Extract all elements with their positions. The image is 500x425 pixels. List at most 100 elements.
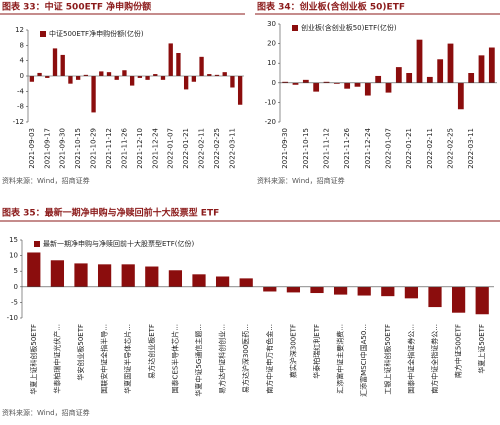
bar: [176, 53, 181, 76]
x-tick-label: 2021-09-30: [281, 128, 289, 169]
bar: [404, 286, 419, 299]
bar: [83, 74, 89, 76]
bar: [375, 75, 382, 83]
source: 资料来源：Wind，招商证券: [257, 176, 345, 185]
x-tick-label: 2022-02-11: [198, 128, 206, 169]
bar: [106, 72, 112, 76]
bar: [29, 76, 35, 82]
bar: [406, 73, 413, 83]
x-tick-label: 华泰柏瑞中证光伏产...: [52, 324, 61, 394]
source: 资料来源：Wind，招商证券: [2, 408, 90, 417]
y-tick-label: 0: [14, 283, 18, 291]
source: 资料来源：Wind，招商证券: [2, 176, 90, 185]
bar: [313, 82, 320, 92]
legend-swatch: [34, 241, 40, 247]
figure-title: 图表 33：中证 500ETF 净申购份额: [2, 1, 151, 13]
bar: [45, 76, 50, 78]
x-tick-label: 2021-10-29: [90, 128, 98, 169]
x-tick-label: 2021-09-03: [28, 128, 36, 169]
legend-label: 创业板(含创业板50)ETF(亿份): [301, 23, 397, 32]
bar: [50, 260, 65, 287]
bar: [145, 266, 159, 287]
y-tick-label: 4: [20, 57, 25, 65]
bar: [27, 252, 41, 287]
bar: [323, 81, 330, 83]
y-tick-label: -8: [17, 103, 24, 111]
y-tick-label: 5: [14, 267, 18, 275]
x-tick-label: 2022-01-07: [167, 128, 175, 169]
y-tick-label: 8: [20, 41, 24, 49]
x-tick-label: 易方达中证科创创业...: [218, 324, 227, 394]
bar: [68, 76, 73, 84]
bar: [215, 276, 230, 287]
x-tick-label: 2021-09-17: [43, 128, 51, 169]
bar: [129, 76, 135, 86]
x-tick-label: 南方中证500ETF: [454, 324, 463, 378]
bar: [222, 72, 227, 76]
bar: [416, 39, 423, 83]
bar: [364, 82, 371, 96]
x-tick-label: 华夏国证半导体芯片...: [123, 324, 132, 394]
bar: [344, 82, 351, 89]
bar: [428, 286, 442, 308]
bar: [468, 73, 475, 83]
y-tick-label: 0: [272, 79, 276, 87]
bar: [97, 264, 112, 287]
y-tick-label: 12: [15, 26, 24, 34]
bar: [74, 263, 88, 287]
legend-label: 最新一期净申购与净赎回前十大股票型ETF(亿份): [43, 239, 194, 248]
bar: [199, 56, 204, 76]
y-tick-label: 20: [267, 40, 276, 48]
legend-swatch: [40, 31, 46, 37]
bar: [183, 76, 189, 90]
bar: [333, 286, 348, 295]
x-tick-label: 2022-02-11: [426, 128, 434, 169]
x-tick-label: 2022-02-25: [213, 128, 221, 169]
x-tick-label: 国泰CES半导体芯片...: [170, 324, 179, 393]
y-tick-label: 10: [267, 59, 276, 67]
bar: [478, 55, 485, 83]
bar: [282, 81, 289, 83]
x-tick-label: 华安创业板50ETF: [76, 324, 85, 381]
y-tick-label: -12: [13, 118, 24, 126]
x-tick-label: 2022-01-07: [385, 128, 393, 169]
x-tick-label: 南方中证全指证券公...: [430, 324, 439, 394]
y-tick-label: -10: [7, 314, 18, 322]
bar: [237, 76, 243, 105]
y-tick-label: 30: [267, 20, 276, 28]
bar: [354, 82, 361, 87]
bar: [145, 76, 150, 80]
legend-label: 中证500ETF净申购份额(亿份): [49, 29, 144, 38]
x-tick-label: 2022-01-21: [182, 128, 190, 169]
bar: [121, 264, 135, 287]
bar: [457, 82, 464, 110]
x-tick-label: 南方中证申万有色金...: [265, 324, 274, 394]
bar: [37, 72, 42, 76]
y-tick-label: 0: [20, 72, 24, 80]
bar: [385, 82, 392, 93]
bar: [137, 76, 143, 78]
x-tick-label: 易方达创业板ETF: [147, 324, 156, 379]
y-tick-label: -5: [11, 298, 18, 306]
bar: [207, 74, 212, 76]
bar: [191, 76, 197, 82]
x-tick-label: 2021-12-24: [151, 127, 159, 168]
x-tick-label: 工银上证科创板50ETF: [383, 324, 392, 395]
bar: [192, 274, 206, 287]
bar: [437, 59, 444, 83]
x-tick-label: 国泰中证全指证券公...: [406, 324, 415, 394]
bar: [381, 286, 395, 297]
x-tick-label: 2021-10-15: [74, 128, 82, 169]
y-tick-label: -10: [265, 98, 276, 106]
bar: [395, 67, 402, 83]
bar: [333, 82, 340, 84]
bar: [475, 286, 489, 315]
bar: [114, 76, 119, 80]
y-tick-label: -20: [265, 118, 276, 126]
x-tick-label: 2021-09-30: [59, 128, 67, 169]
bar: [488, 47, 495, 83]
x-tick-label: 汇添富中证主要消费...: [336, 324, 345, 394]
x-tick-label: 2021-10-15: [302, 128, 310, 169]
bar: [357, 286, 371, 296]
figure-title: 图表 34：创业板(含创业板 50)ETF: [257, 1, 405, 13]
